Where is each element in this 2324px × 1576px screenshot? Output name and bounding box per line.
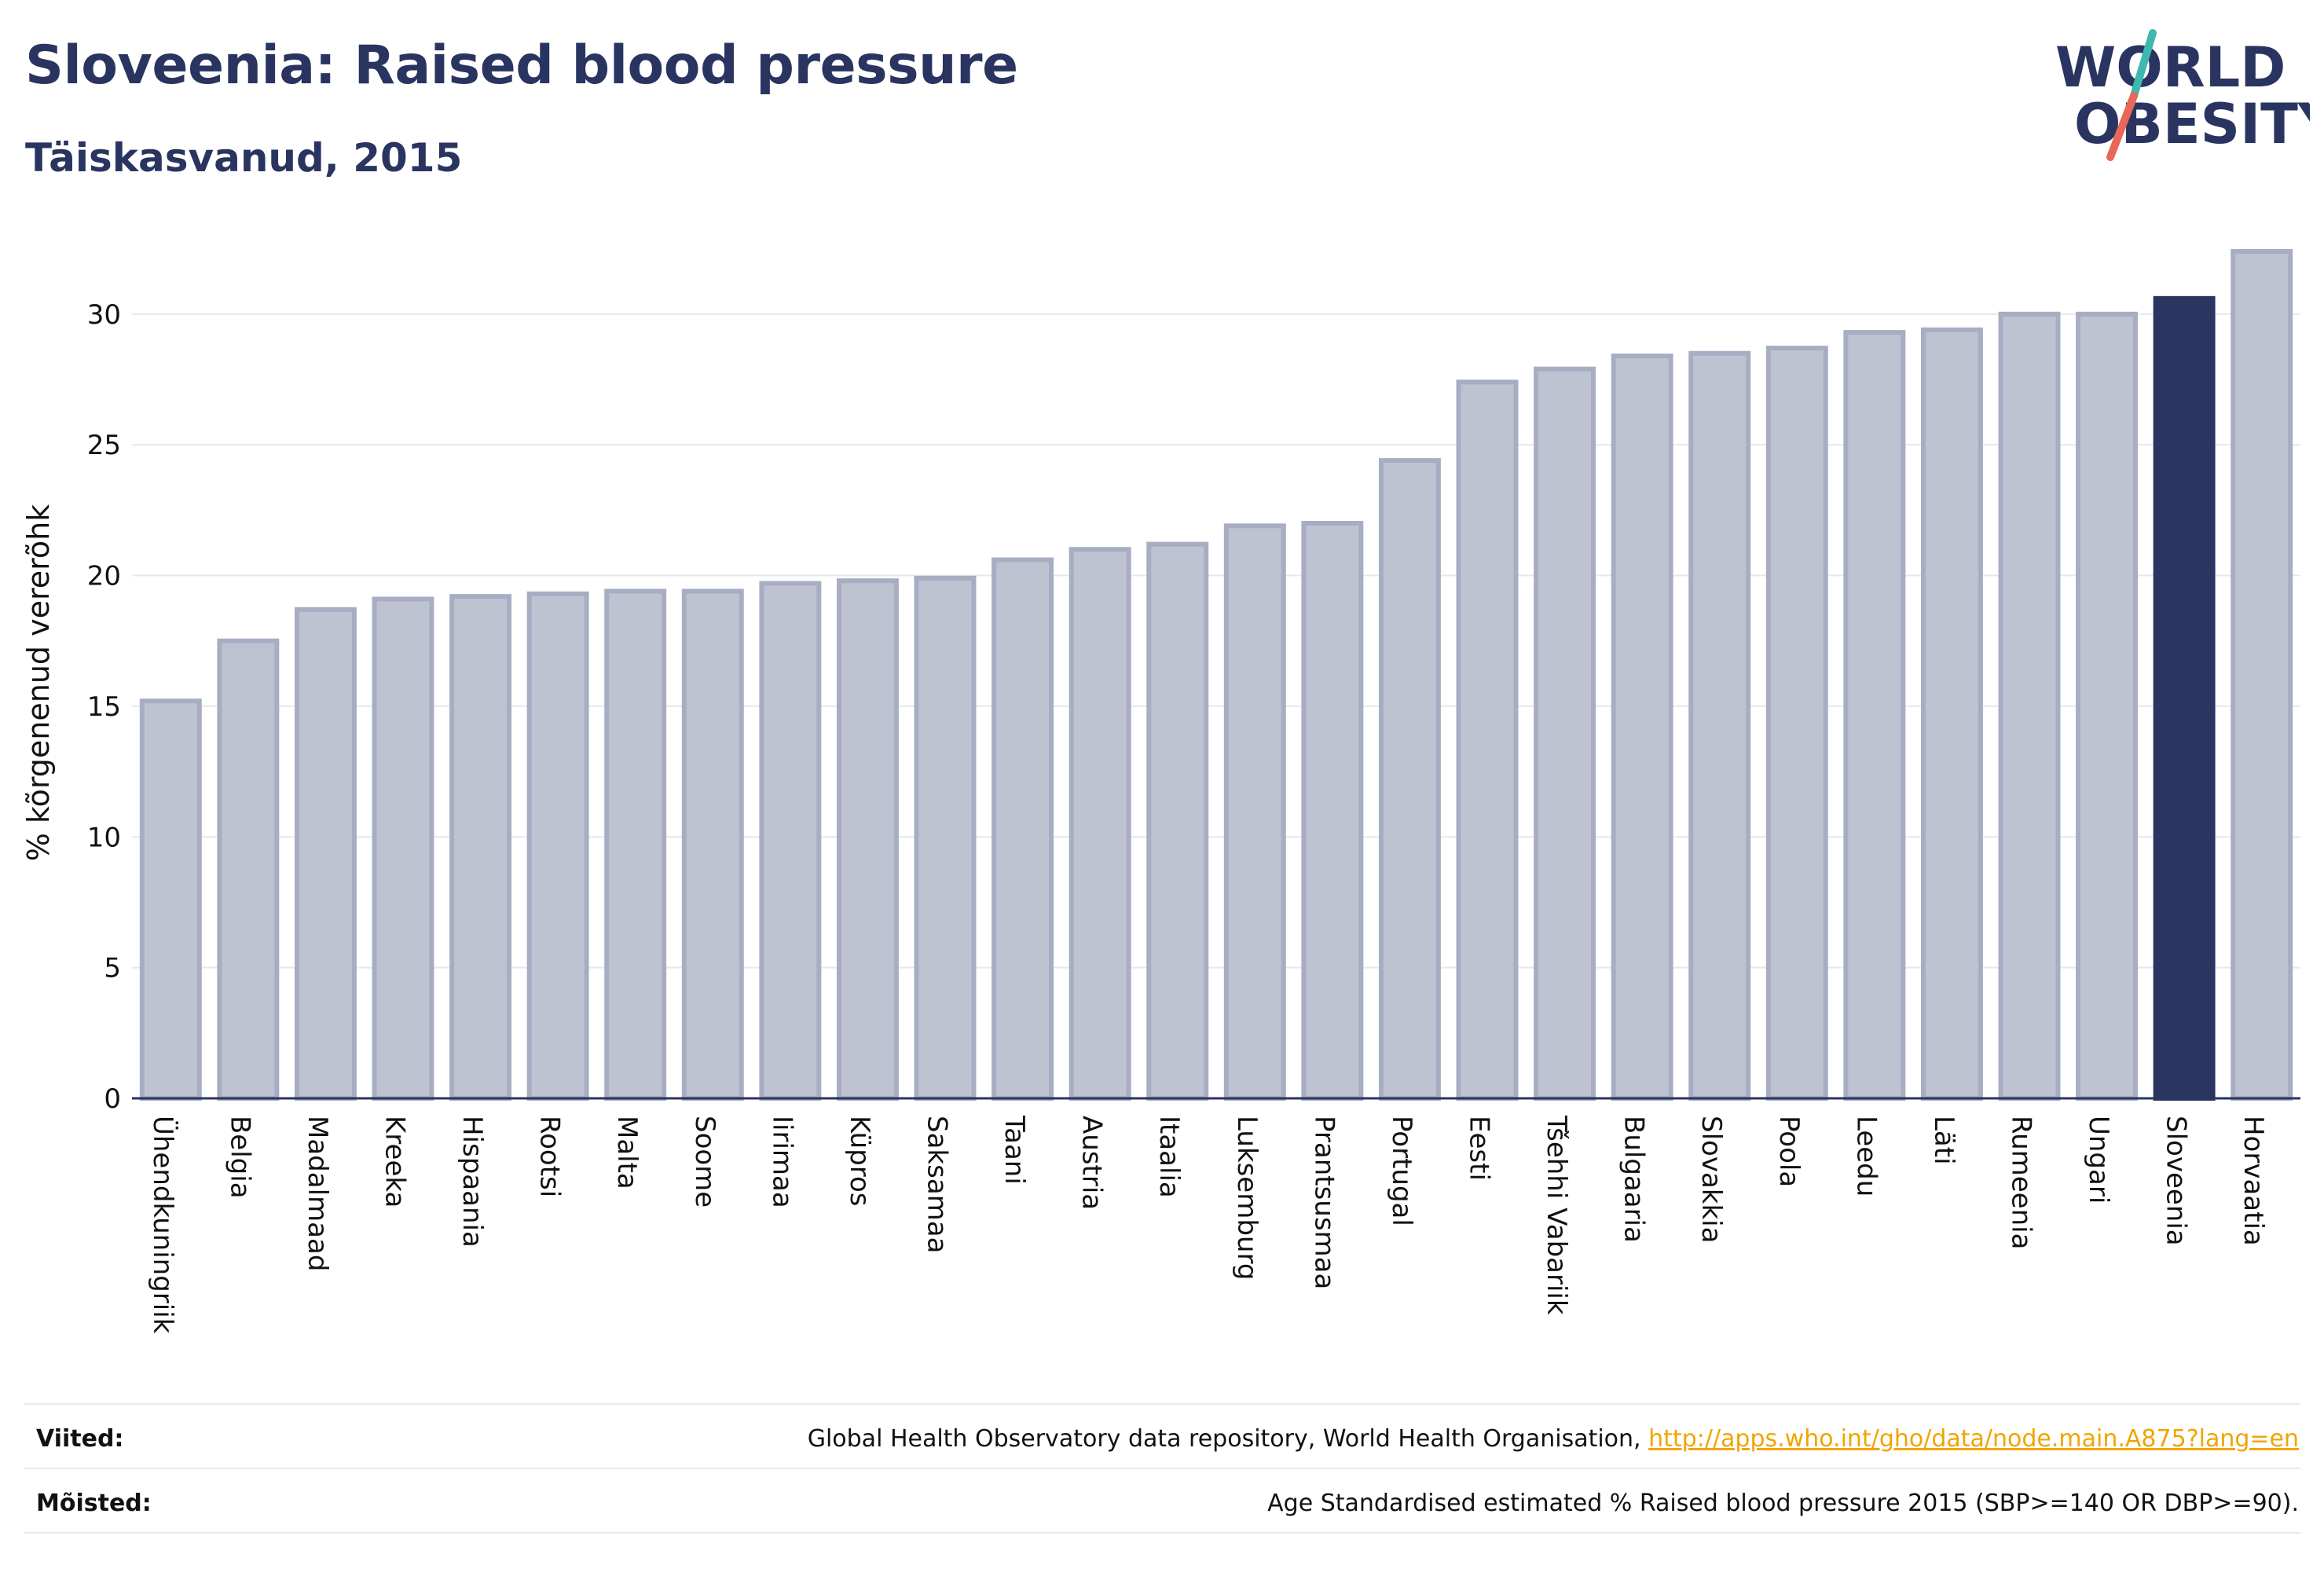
bar-chart: 0 5 10 15 20 25 30 Ühendkuningriik Belgia Madalm… [21, 248, 2300, 1334]
x-tick-label: Leedu [1850, 1116, 1882, 1197]
x-tick-label: Horvaatia [2238, 1116, 2269, 1246]
y-tick-label: 30 [87, 299, 121, 331]
bar-soome[interactable] [681, 588, 744, 1101]
sources-citation: Global Health Observatory data repositor… [807, 1425, 1641, 1453]
bar-saksamaa[interactable] [914, 575, 977, 1101]
x-tick-labels: Ühendkuningriik Belgia Madalmaad Kreeka Hisp… [147, 1115, 2269, 1334]
definitions-text: Age Standardised estimated % Raised bloo… [1267, 1490, 2299, 1517]
x-tick-label: Iirimaa [766, 1116, 797, 1208]
y-tick-label: 10 [87, 822, 121, 853]
footer-divider-top [24, 1403, 2300, 1405]
x-tick-label: Hispaania [456, 1116, 488, 1248]
x-tick-label: Prantsusmaa [1308, 1116, 1340, 1289]
y-tick-label: 5 [104, 953, 121, 984]
y-axis-label: % kõrgenenud vererõhk [21, 504, 56, 862]
chart-subtitle: Täiskasvanud, 2015 [25, 135, 463, 181]
x-tick-label: Malta [611, 1116, 643, 1189]
bar-poola[interactable] [1765, 346, 1828, 1101]
bar-luksemburg[interactable] [1223, 523, 1286, 1101]
bar-rumeenia[interactable] [1998, 311, 2061, 1101]
sources-label: Viited: [36, 1425, 124, 1453]
sources-link[interactable]: http://apps.who.int/gho/data/node.main.A… [1648, 1425, 2299, 1453]
logo-slash-bottom [2106, 92, 2138, 161]
chart-title: Sloveenia: Raised blood pressure [25, 35, 1018, 97]
bar-itaalia[interactable] [1146, 541, 1209, 1101]
y-tick-label: 0 [104, 1083, 121, 1115]
x-tick-label: Eesti [1464, 1116, 1495, 1181]
logo-slash-top [2130, 29, 2157, 100]
x-tick-label: Läti [1928, 1116, 1959, 1165]
x-tick-label: Poola [1773, 1116, 1805, 1187]
x-tick-label: Portugal [1386, 1116, 1417, 1226]
x-tick-label: Rumeenia [2006, 1116, 2037, 1249]
bar-sloveenia[interactable] [2153, 295, 2216, 1101]
bar-horvaatia[interactable] [2231, 248, 2293, 1101]
x-tick-label: Kreeka [379, 1116, 411, 1208]
bar-austria[interactable] [1069, 547, 1131, 1101]
x-tick-label: Ühendkuningriik [147, 1116, 179, 1334]
x-tick-label: Bulgaaria [1618, 1116, 1650, 1243]
bar-tšehhi-vabariik[interactable] [1534, 366, 1596, 1101]
bar-belgia[interactable] [217, 638, 280, 1101]
bar-hispaania[interactable] [449, 594, 512, 1101]
x-tick-label: Sloveenia [2161, 1116, 2192, 1246]
bar-leedu[interactable] [1843, 330, 1906, 1101]
bar-madalmaad[interactable] [294, 607, 357, 1101]
bar-ühendkuningriik[interactable] [139, 698, 202, 1101]
x-tick-label: Luksemburg [1231, 1116, 1263, 1280]
sources-text: Global Health Observatory data repositor… [808, 1425, 2299, 1453]
footer-divider-bottom [24, 1532, 2300, 1534]
y-tick-label: 15 [87, 691, 121, 723]
bar-rootsi[interactable] [526, 591, 589, 1101]
y-tick-label: 20 [87, 561, 121, 592]
x-tick-label: Saksamaa [922, 1116, 953, 1253]
x-tick-label: Slovakkia [1695, 1116, 1727, 1243]
y-tick-label: 25 [87, 430, 121, 461]
footer-divider-middle [24, 1468, 2300, 1469]
x-tick-label: Madalmaad [302, 1116, 333, 1271]
x-tick-label: Rootsi [534, 1116, 566, 1197]
bar-küpros[interactable] [836, 578, 899, 1101]
bar-kreeka[interactable] [372, 596, 434, 1101]
logo-line-1: WORLD [2055, 35, 2286, 100]
x-tick-label: Küpros [844, 1116, 875, 1206]
bar-malta[interactable] [604, 588, 667, 1101]
definitions-label: Mõisted: [36, 1490, 152, 1517]
bars [139, 248, 2293, 1101]
bar-slovakkia[interactable] [1688, 350, 1751, 1101]
bar-bulgaaria[interactable] [1611, 354, 1673, 1101]
bar-iirimaa[interactable] [759, 581, 822, 1101]
x-tick-label: Austria [1076, 1116, 1108, 1210]
bar-ungari[interactable] [2076, 311, 2139, 1101]
x-tick-label: Belgia [224, 1116, 255, 1199]
y-tick-labels: 0 5 10 15 20 25 30 [87, 299, 121, 1115]
x-tick-label: Tšehhi Vabariik [1541, 1115, 1572, 1315]
bar-eesti[interactable] [1456, 379, 1519, 1101]
x-tick-label: Itaalia [1153, 1116, 1185, 1198]
bar-taani[interactable] [992, 557, 1054, 1101]
x-tick-label: Taani [999, 1115, 1030, 1185]
bar-läti[interactable] [1920, 327, 1983, 1101]
bar-portugal[interactable] [1378, 458, 1441, 1101]
bar-prantsusmaa[interactable] [1301, 521, 1364, 1101]
x-tick-label: Soome [689, 1116, 720, 1208]
x-tick-label: Ungari [2083, 1116, 2114, 1204]
world-obesity-logo: WORLD OBESITY [2055, 29, 2310, 161]
